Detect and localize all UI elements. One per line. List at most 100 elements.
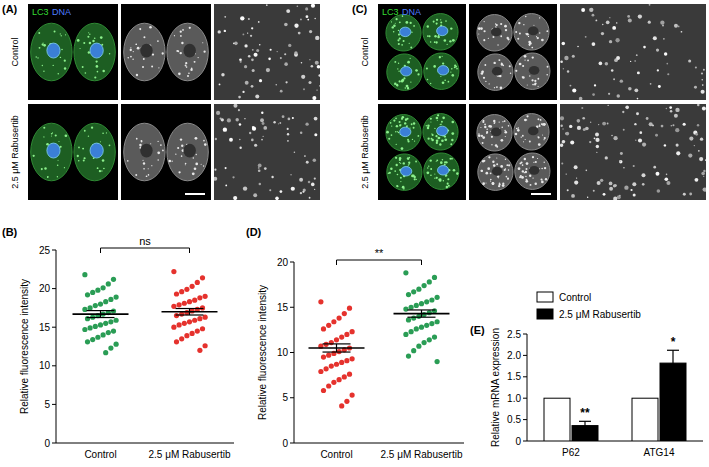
- speckle: [572, 55, 575, 58]
- data-point: [435, 359, 440, 364]
- speckle: [196, 154, 197, 155]
- speckle: [158, 67, 159, 68]
- speckle: [426, 171, 429, 174]
- y-tick-label: 15: [39, 322, 51, 333]
- speckle: [448, 185, 450, 187]
- cell: [386, 15, 421, 51]
- speckle: [705, 159, 706, 161]
- speckle: [407, 87, 409, 89]
- data-point: [422, 340, 427, 345]
- speckle: [613, 184, 616, 187]
- speckle: [492, 182, 495, 185]
- speckle: [181, 145, 183, 147]
- speckle: [151, 165, 152, 166]
- speckle: [252, 69, 255, 72]
- y-tick: [52, 250, 56, 251]
- data-point: [203, 294, 208, 299]
- speckle: [622, 111, 624, 113]
- speckle: [301, 75, 305, 79]
- speckle: [525, 176, 526, 177]
- nucleus-shadow: [528, 27, 539, 36]
- micrograph: [560, 104, 706, 200]
- speckle: [232, 176, 234, 178]
- speckle: [102, 159, 105, 162]
- speckle: [427, 137, 429, 139]
- speckle: [392, 26, 394, 28]
- speckle: [499, 184, 501, 186]
- speckle: [582, 117, 585, 120]
- speckle: [444, 138, 447, 141]
- speckle: [486, 133, 488, 135]
- data-point: [429, 321, 434, 326]
- data-point: [184, 333, 189, 338]
- speckle: [249, 132, 251, 134]
- speckle: [143, 36, 145, 38]
- speckle: [525, 16, 527, 18]
- speckle: [239, 58, 242, 61]
- data-point: [197, 348, 202, 353]
- data-point: [427, 310, 432, 315]
- speckle: [597, 181, 601, 185]
- speckle: [581, 8, 585, 12]
- speckle: [628, 87, 632, 91]
- speckle: [490, 179, 492, 181]
- speckle: [678, 26, 680, 28]
- speckle: [294, 24, 298, 28]
- speckle: [313, 159, 317, 163]
- data-point: [419, 301, 424, 306]
- speckle: [261, 112, 263, 114]
- speckle: [493, 120, 495, 122]
- speckle: [451, 121, 454, 124]
- speckle: [282, 115, 285, 118]
- speckle: [683, 123, 686, 126]
- data-point: [108, 345, 113, 350]
- speckle: [539, 124, 540, 125]
- speckle: [695, 66, 697, 68]
- micrograph: [121, 104, 211, 200]
- data-point: [422, 312, 427, 317]
- speckle: [649, 4, 651, 6]
- error-cap: [87, 310, 115, 311]
- speckle: [389, 172, 391, 174]
- y-tick: [290, 352, 294, 353]
- panel-label: (D): [246, 226, 262, 238]
- speckle: [595, 138, 599, 142]
- speckle: [646, 117, 649, 120]
- speckle: [656, 49, 659, 52]
- speckle: [653, 166, 656, 169]
- data-point: [350, 329, 355, 334]
- speckle: [523, 24, 524, 25]
- speckle: [299, 178, 303, 182]
- speckle: [262, 136, 263, 137]
- speckle: [566, 173, 567, 174]
- speckle: [434, 41, 436, 43]
- speckle: [251, 139, 254, 142]
- speckle: [664, 52, 667, 55]
- speckle: [397, 39, 399, 41]
- speckle: [78, 147, 80, 149]
- speckle: [486, 131, 488, 133]
- speckle: [251, 85, 254, 88]
- data-point: [190, 284, 195, 289]
- speckle: [136, 138, 138, 140]
- nucleus: [400, 27, 411, 36]
- speckle: [634, 60, 635, 61]
- speckle: [671, 125, 672, 126]
- speckle: [502, 121, 503, 122]
- speckle: [401, 44, 403, 46]
- data-point: [342, 374, 347, 379]
- speckle: [501, 63, 504, 66]
- speckle: [58, 160, 59, 161]
- data-point: [85, 316, 90, 321]
- speckle: [427, 125, 429, 127]
- speckle: [127, 57, 129, 59]
- speckle: [189, 27, 191, 29]
- y-axis: [56, 250, 57, 443]
- speckle: [225, 167, 227, 169]
- speckle: [599, 62, 603, 66]
- speckle: [436, 19, 438, 21]
- speckle: [701, 172, 705, 176]
- speckle: [577, 126, 581, 130]
- data-point: [424, 323, 429, 328]
- speckle: [130, 49, 132, 51]
